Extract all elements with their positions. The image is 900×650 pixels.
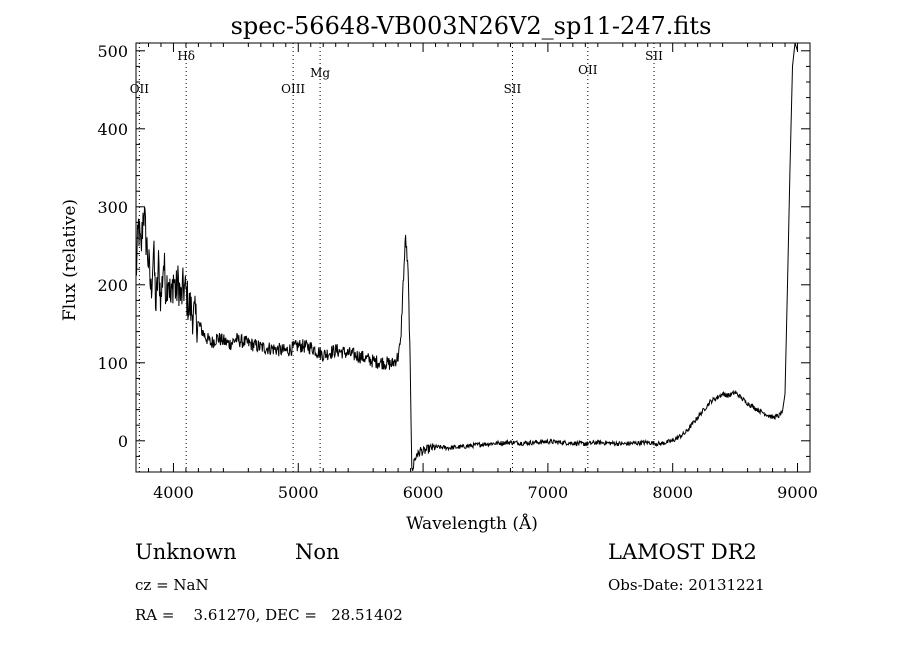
redshift-text: cz = NaN (135, 576, 209, 594)
spectral-line-label: OII (578, 63, 598, 77)
coordinates-text: RA = 3.61270, DEC = 28.51402 (135, 606, 403, 624)
spectrum-line (135, 42, 798, 471)
x-tick-label: 8000 (652, 483, 693, 502)
x-tick-label: 4000 (153, 483, 194, 502)
x-tick-label: 6000 (403, 483, 444, 502)
y-tick-label: 200 (97, 276, 128, 295)
obs-date-text: Obs-Date: 20131221 (608, 576, 765, 594)
y-tick-label: 300 (97, 198, 128, 217)
spectral-line-label: OII (130, 82, 150, 96)
y-axis-label: Flux (relative) (60, 199, 80, 321)
spectral-line-label: Mg (310, 66, 330, 80)
chart-title: spec-56648-VB003N26V2_sp11-247.fits (231, 12, 712, 40)
y-tick-label: 400 (97, 120, 128, 139)
spectral-line-label: Hδ (177, 49, 195, 63)
y-tick-label: 500 (97, 42, 128, 61)
x-tick-label: 9000 (777, 483, 818, 502)
spectral-line-label: SII (504, 82, 522, 96)
y-tick-label: 0 (118, 432, 128, 451)
subclass-label: Non (295, 540, 340, 564)
survey-label: LAMOST DR2 (608, 540, 757, 564)
plot-area: 4000 5000 6000 7000 8000 9000 0 100 200 300 400 500… (97, 42, 817, 502)
spectral-line-label: OIII (281, 82, 305, 96)
x-axis-label: Wavelength (Å) (406, 513, 538, 534)
class-label: Unknown (135, 540, 237, 564)
x-tick-label: 5000 (278, 483, 319, 502)
plot-frame (135, 42, 811, 473)
spectral-line-label: SII (645, 49, 663, 63)
x-tick-label: 7000 (528, 483, 569, 502)
y-tick-label: 100 (97, 354, 128, 373)
